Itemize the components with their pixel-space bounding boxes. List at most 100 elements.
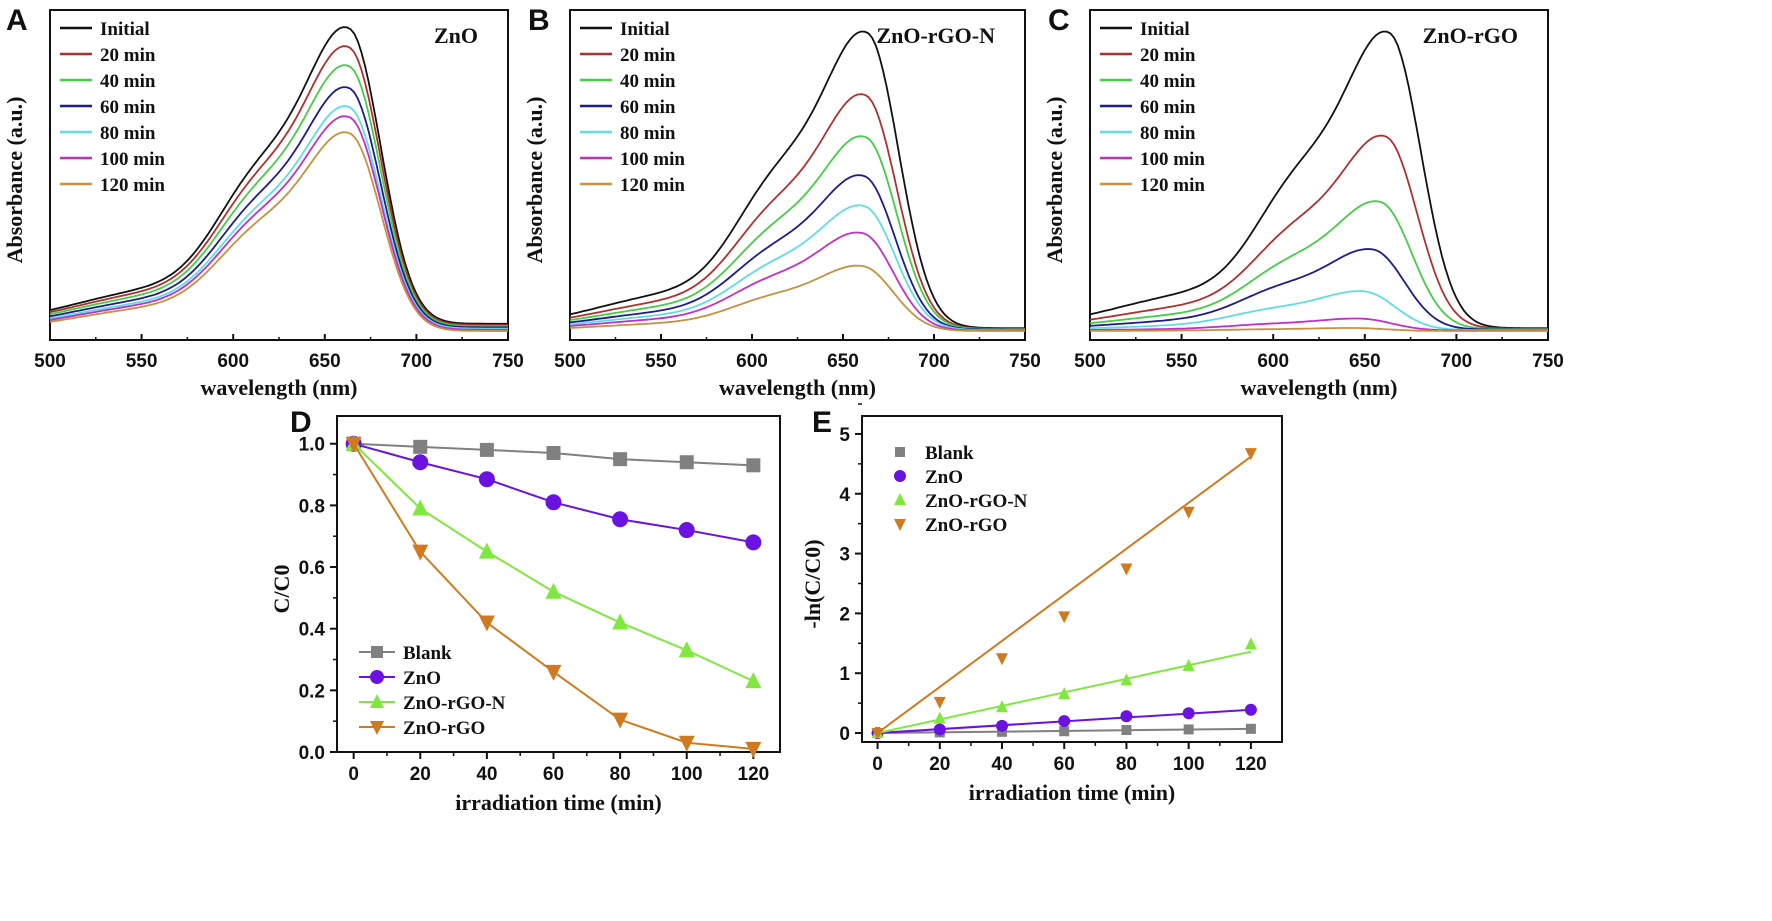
legend-marker xyxy=(894,519,906,531)
legend-label: Initial xyxy=(1140,19,1190,40)
legend-label: Initial xyxy=(620,19,670,40)
data-point xyxy=(478,615,495,632)
y-tick-label: 3 xyxy=(839,545,850,566)
x-tick-label: 550 xyxy=(645,351,677,372)
data-point xyxy=(612,511,629,528)
panel-title: ZnO-rGO-N xyxy=(876,23,995,48)
series-line-0 xyxy=(569,30,1025,329)
legend-label: 40 min xyxy=(620,71,676,92)
data-point xyxy=(545,664,562,681)
data-point xyxy=(1058,687,1071,700)
series-line-3 xyxy=(1089,248,1548,331)
data-point xyxy=(1182,506,1195,519)
legend-label: ZnO xyxy=(403,668,441,689)
y-axis-label: C/C0 xyxy=(269,565,294,614)
y-tick-label: 0 xyxy=(839,724,850,745)
data-point xyxy=(745,741,762,758)
data-point xyxy=(746,458,761,473)
legend-label: ZnO-rGO-N xyxy=(403,693,506,714)
x-tick-label: 0 xyxy=(348,764,359,785)
legend-label: 80 min xyxy=(1140,123,1196,144)
legend-label: 40 min xyxy=(100,71,156,92)
legend-label: 20 min xyxy=(1140,45,1196,66)
x-tick-label: 80 xyxy=(1116,754,1137,775)
legend-label: ZnO xyxy=(925,467,963,488)
series-line-0 xyxy=(1089,30,1548,329)
data-point xyxy=(996,653,1008,666)
data-point xyxy=(745,534,762,551)
data-point xyxy=(1182,707,1195,720)
x-axis-label: wavelength (nm) xyxy=(200,375,357,400)
legend-label: Initial xyxy=(100,19,150,40)
legend-label: 60 min xyxy=(100,97,156,118)
legend-label: ZnO-rGO xyxy=(403,718,485,739)
x-tick-label: 60 xyxy=(543,764,564,785)
data-point xyxy=(478,471,495,488)
data-point xyxy=(1059,726,1070,737)
x-tick-label: 700 xyxy=(918,351,950,372)
panel-b: B 500 550 600 650 700 750 wavelength (nm) Absorb… xyxy=(522,4,1041,400)
series-line-4 xyxy=(49,105,508,330)
series-line-1 xyxy=(1089,134,1548,330)
x-tick-label: 600 xyxy=(736,351,768,372)
x-tick-label: 40 xyxy=(476,764,497,785)
series-line-3 xyxy=(569,174,1025,331)
fit-line xyxy=(876,455,1252,734)
y-tick-label: 0.4 xyxy=(299,620,326,641)
data-point xyxy=(745,672,762,689)
legend-label: ZnO-rGO-N xyxy=(925,491,1028,512)
y-axis-label: Absorbance (a.u.) xyxy=(522,97,547,264)
x-tick-label: 60 xyxy=(1054,754,1075,775)
legend-label: 40 min xyxy=(1140,71,1196,92)
data-point xyxy=(1244,637,1257,650)
data-point xyxy=(412,499,429,516)
data-point xyxy=(678,641,695,658)
data-point xyxy=(679,455,694,470)
x-axis-label: wavelength (nm) xyxy=(1240,375,1397,400)
data-point xyxy=(1120,563,1133,576)
legend-label: 80 min xyxy=(100,123,156,144)
panel-c: C 500 550 600 650 700 750 wavelength (nm) Absorb… xyxy=(1042,4,1564,400)
x-axis-label: irradiation time (min) xyxy=(969,780,1176,805)
series-line-0 xyxy=(49,26,508,325)
data-point xyxy=(546,445,561,460)
data-point xyxy=(478,542,495,559)
panel-label: A xyxy=(6,4,28,37)
x-tick-label: 550 xyxy=(126,351,158,372)
panel-title: ZnO xyxy=(434,23,478,48)
panel-label: C xyxy=(1048,4,1070,37)
data-point xyxy=(545,582,562,599)
series-line-1 xyxy=(49,45,508,326)
y-axis-label: Absorbance (a.u.) xyxy=(1042,97,1067,264)
x-tick-label: 650 xyxy=(827,351,859,372)
data-point xyxy=(345,436,362,453)
legend-label: 120 min xyxy=(620,175,685,196)
data-point xyxy=(613,452,628,467)
panel-e: E 0 20 40 60 80 100 120 0 1 2 3 4 5 irradiation time (… xyxy=(800,403,1283,805)
series-0 xyxy=(346,436,761,473)
data-point xyxy=(612,712,629,729)
x-tick-label: 550 xyxy=(1166,351,1198,372)
y-tick-label: 1 xyxy=(839,664,850,685)
x-axis-label: irradiation time (min) xyxy=(455,790,662,815)
data-point xyxy=(933,711,946,724)
legend-label: 60 min xyxy=(620,97,676,118)
series-line-2 xyxy=(569,135,1025,330)
y-tick-label: 0.8 xyxy=(299,496,325,517)
plot-frame xyxy=(336,415,781,753)
x-tick-label: 600 xyxy=(217,351,249,372)
legend-marker xyxy=(895,447,905,457)
series-line-4 xyxy=(569,204,1025,331)
data-point xyxy=(412,544,429,561)
series-3 xyxy=(345,436,762,758)
legend-label: 20 min xyxy=(620,45,676,66)
data-point xyxy=(1245,723,1256,734)
series-line-6 xyxy=(569,264,1025,332)
x-tick-label: 100 xyxy=(1173,754,1205,775)
data-point xyxy=(1120,710,1133,723)
data-point xyxy=(1058,715,1071,728)
x-tick-label: 700 xyxy=(401,351,433,372)
legend-label: 120 min xyxy=(100,175,165,196)
series-line-3 xyxy=(49,86,508,329)
